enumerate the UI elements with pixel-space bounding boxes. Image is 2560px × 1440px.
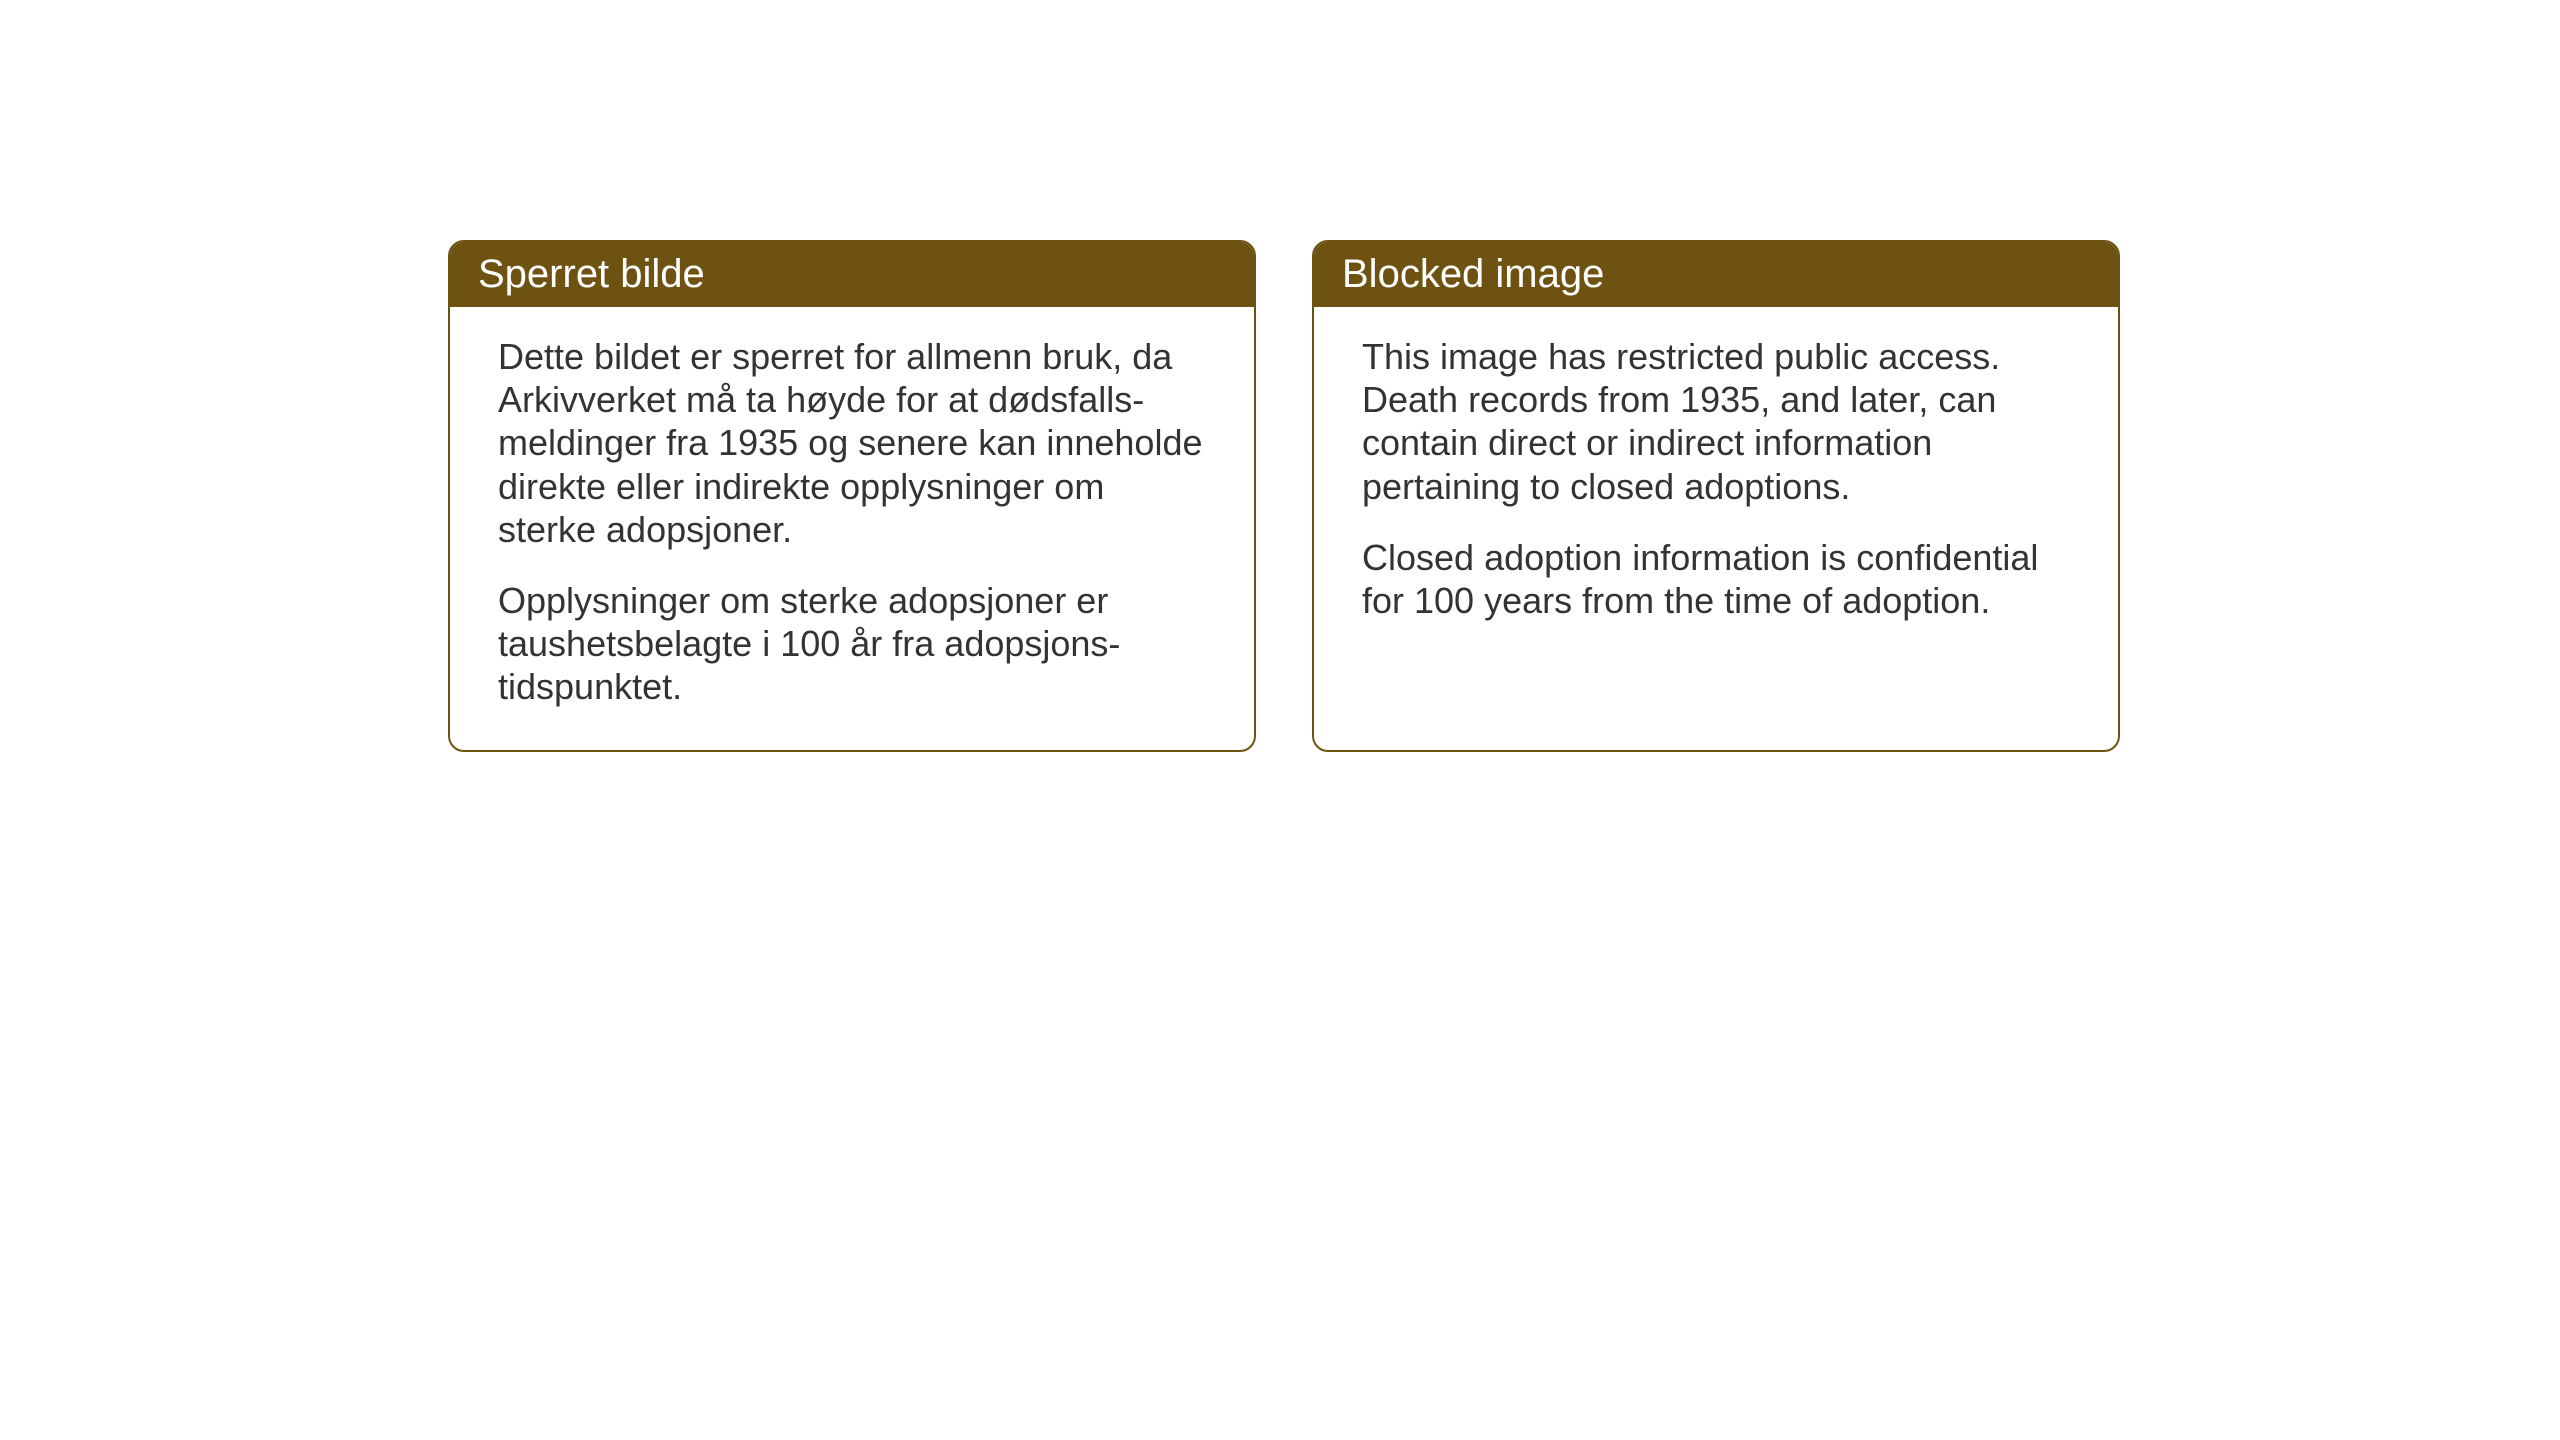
- card-norwegian: Sperret bilde Dette bildet er sperret fo…: [448, 240, 1256, 752]
- card-paragraph1-english: This image has restricted public access.…: [1362, 335, 2070, 508]
- card-body-norwegian: Dette bildet er sperret for allmenn bruk…: [450, 307, 1254, 745]
- card-paragraph1-norwegian: Dette bildet er sperret for allmenn bruk…: [498, 335, 1206, 551]
- card-header-english: Blocked image: [1314, 242, 2118, 307]
- card-english: Blocked image This image has restricted …: [1312, 240, 2120, 752]
- card-title-english: Blocked image: [1342, 252, 1604, 296]
- card-title-norwegian: Sperret bilde: [478, 252, 705, 296]
- cards-container: Sperret bilde Dette bildet er sperret fo…: [448, 240, 2120, 752]
- card-header-norwegian: Sperret bilde: [450, 242, 1254, 307]
- card-paragraph2-norwegian: Opplysninger om sterke adopsjoner er tau…: [498, 579, 1206, 709]
- card-body-english: This image has restricted public access.…: [1314, 307, 2118, 658]
- card-paragraph2-english: Closed adoption information is confident…: [1362, 536, 2070, 622]
